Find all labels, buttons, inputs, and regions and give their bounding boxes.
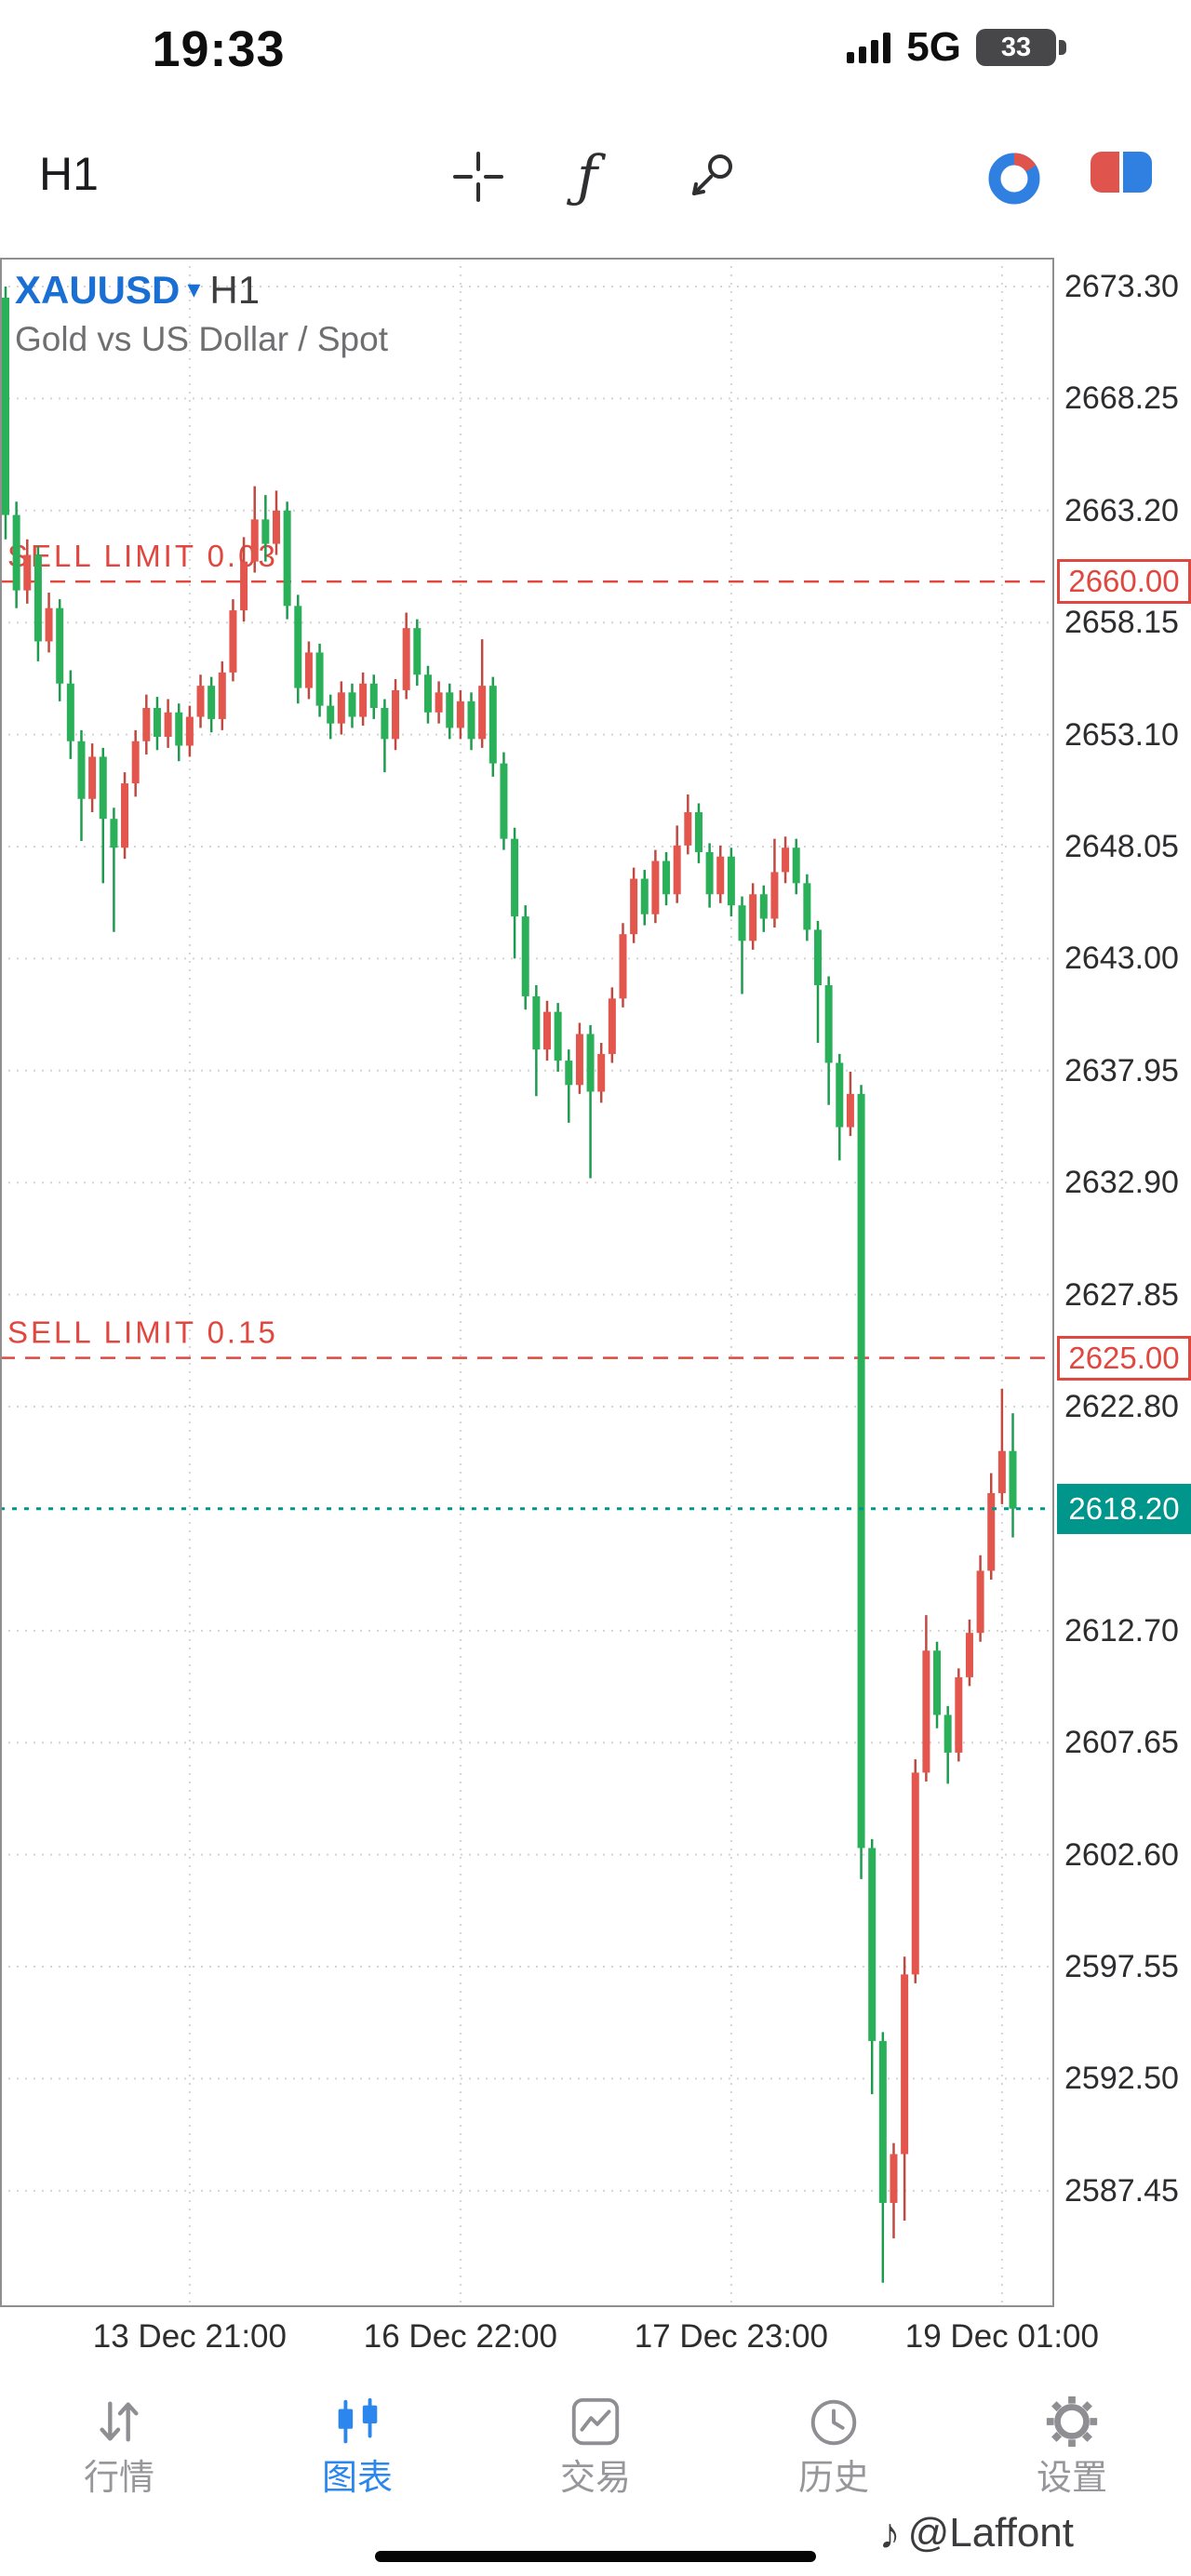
objects-icon[interactable] [681, 149, 739, 207]
price-tick-label: 2673.30 [1064, 268, 1179, 304]
chart-area[interactable]: SELL LIMIT 0.03 SELL LIMIT 0.15 XAUUSD ▾ H1… [0, 258, 1191, 2307]
price-tick-label: 2658.15 [1064, 605, 1179, 641]
chart-toolbar: H1 ƒ [0, 119, 1191, 238]
candlestick-plot[interactable]: SELL LIMIT 0.03 SELL LIMIT 0.15 [0, 258, 1054, 2307]
pie-chart-icon[interactable] [984, 149, 1044, 208]
order-line-label: SELL LIMIT 0.15 [7, 1315, 278, 1350]
order-price-badge[interactable]: 2660.00 [1057, 559, 1191, 605]
price-tick-label: 2612.70 [1064, 1612, 1179, 1648]
cellular-signal-icon [847, 33, 891, 63]
status-bar: 19:33 5G 33 [0, 0, 1191, 93]
order-price-badge[interactable]: 2625.00 [1057, 1335, 1191, 1381]
watermark: ♪ @Laffont [879, 2508, 1074, 2558]
indicators-icon[interactable]: ƒ [577, 144, 598, 209]
nav-item-settings[interactable]: 设置 [953, 2380, 1191, 2524]
watermark-logo-icon: ♪ [878, 2509, 901, 2557]
crosshair-icon[interactable] [450, 149, 506, 205]
price-tick-label: 2653.10 [1064, 716, 1179, 753]
price-tick-label: 2622.80 [1064, 1389, 1179, 1424]
status-icons: 5G 33 [847, 24, 1066, 70]
price-tick-label: 2627.85 [1064, 1276, 1179, 1313]
trade-chart-icon [571, 2397, 620, 2446]
price-tick-label: 2607.65 [1064, 1725, 1179, 1761]
order-line-label: SELL LIMIT 0.03 [7, 539, 278, 573]
price-tick-label: 2668.25 [1064, 380, 1179, 417]
home-indicator[interactable] [375, 2551, 816, 2562]
nav-item-trade[interactable]: 交易 [476, 2380, 715, 2524]
price-tick-label: 2643.00 [1064, 941, 1179, 977]
price-tick-label: 2592.50 [1064, 2061, 1179, 2097]
time-tick-label: 17 Dec 23:00 [634, 2318, 828, 2355]
nav-item-charts[interactable]: 图表 [238, 2380, 476, 2524]
price-tick-label: 2648.05 [1064, 829, 1179, 864]
quotes-arrows-icon [100, 2401, 139, 2442]
current-price-badge: 2618.20 [1057, 1483, 1191, 1534]
timeframe-button[interactable]: H1 [39, 148, 99, 200]
bid-ask-icon[interactable] [1091, 149, 1152, 195]
price-tick-label: 2602.60 [1064, 1836, 1179, 1873]
watermark-text: @Laffont [907, 2510, 1074, 2556]
time-tick-label: 19 Dec 01:00 [904, 2318, 1099, 2355]
gear-icon [1046, 2396, 1098, 2448]
price-tick-label: 2637.95 [1064, 1052, 1179, 1088]
time-tick-label: 16 Dec 22:00 [363, 2318, 557, 2355]
clock-icon [810, 2399, 857, 2446]
price-tick-label: 2597.55 [1064, 1949, 1179, 1985]
price-tick-label: 2587.45 [1064, 2172, 1179, 2209]
price-tick-label: 2632.90 [1064, 1165, 1179, 1201]
bottom-nav: 行情 图表 交易 历史 [0, 2380, 1191, 2524]
price-tick-label: 2663.20 [1064, 492, 1179, 528]
nav-item-history[interactable]: 历史 [715, 2380, 953, 2524]
network-type: 5G [906, 24, 961, 70]
nav-item-quotes[interactable]: 行情 [0, 2380, 238, 2524]
time-axis: 13 Dec 21:00 16 Dec 22:00 17 Dec 23:00 19 D… [0, 2316, 1191, 2361]
candlestick-chart-icon [338, 2397, 378, 2444]
status-time: 19:33 [152, 21, 286, 77]
battery-icon: 33 [976, 29, 1066, 66]
battery-percent: 33 [1000, 32, 1032, 62]
time-tick-label: 13 Dec 21:00 [92, 2318, 287, 2355]
